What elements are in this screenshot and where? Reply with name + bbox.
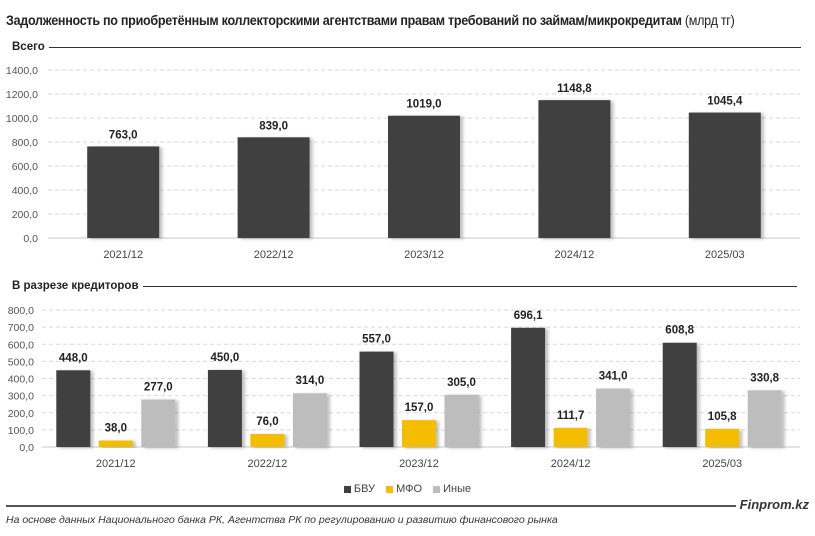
y-tick-label: 300,0 (8, 391, 34, 403)
y-tick-label: 600,0 (8, 339, 34, 351)
x-tick-label: 2024/12 (555, 249, 595, 261)
y-tick-label: 1000,0 (6, 113, 38, 125)
legend-label: Иные (443, 483, 472, 495)
y-tick-label: 400,0 (8, 374, 34, 386)
bar (538, 100, 611, 238)
x-tick-label: 2024/12 (551, 458, 591, 470)
section-total-label: Всего (12, 41, 45, 53)
bar-mfo (553, 427, 588, 447)
x-tick-label: 2021/12 (103, 249, 143, 261)
y-tick-label: 400,0 (12, 185, 38, 197)
bar-other (141, 399, 176, 447)
bar-bvu (56, 370, 91, 447)
bar (688, 112, 761, 238)
y-tick-label: 700,0 (8, 322, 34, 334)
title-text: Задолженность по приобретённым коллектор… (6, 13, 682, 28)
legend-item-mfo: МФО (386, 483, 422, 495)
y-tick-label: 200,0 (8, 408, 34, 420)
data-label: 330,8 (750, 372, 779, 384)
data-label: 157,0 (405, 402, 434, 414)
data-label: 76,0 (256, 416, 278, 428)
bar-other (596, 388, 631, 447)
data-label: 557,0 (362, 334, 391, 346)
bar-bvu (511, 327, 546, 447)
section-creditors-label: В разрезе кредиторов (12, 280, 139, 292)
bar-other (747, 390, 782, 447)
x-tick-label: 2023/12 (399, 458, 439, 470)
footer-divider (6, 505, 736, 507)
data-label: 1045,4 (707, 96, 743, 108)
bar-mfo (250, 433, 285, 447)
source-note: На основе данных Национального банка РК,… (6, 514, 558, 526)
data-label: 111,7 (557, 410, 585, 422)
bar-bvu (662, 342, 697, 447)
data-label: 696,1 (514, 310, 543, 322)
data-label: 38,0 (105, 422, 127, 434)
data-label: 1148,8 (557, 83, 592, 95)
x-tick-label: 2022/12 (254, 249, 294, 261)
legend-swatch (343, 485, 351, 493)
data-label: 305,0 (447, 377, 476, 389)
bar-mfo (705, 428, 740, 447)
y-tick-label: 800,0 (8, 305, 34, 317)
legend-label: БВУ (353, 483, 376, 495)
data-label: 341,0 (599, 371, 628, 383)
y-tick-label: 600,0 (12, 161, 38, 173)
bar (388, 115, 460, 238)
brand-logo: Finprom.kz (739, 497, 809, 512)
data-label: 450,0 (211, 352, 240, 364)
x-tick-label: 2025/03 (705, 249, 745, 261)
bar-other (292, 393, 327, 447)
y-tick-label: 0,0 (19, 442, 34, 454)
data-label: 608,8 (665, 325, 694, 337)
bar-mfo (98, 440, 133, 447)
data-label: 1019,0 (406, 99, 441, 111)
section-divider (142, 285, 797, 287)
chart-title: Задолженность по приобретённым коллектор… (6, 13, 735, 28)
legend-item-bvu: БВУ (343, 483, 376, 495)
bar-bvu (359, 351, 394, 447)
data-label: 763,0 (109, 129, 138, 141)
y-tick-label: 200,0 (12, 209, 38, 221)
y-tick-label: 1200,0 (6, 89, 38, 101)
bar-bvu (207, 369, 242, 447)
x-tick-label: 2023/12 (404, 249, 444, 261)
legend-item-other: Иные (433, 483, 471, 495)
data-label: 277,0 (144, 382, 173, 394)
data-label: 448,0 (59, 352, 88, 364)
y-tick-label: 1400,0 (6, 65, 38, 77)
y-tick-label: 500,0 (8, 356, 34, 368)
legend-swatch (386, 485, 394, 493)
section-divider (48, 46, 801, 48)
legend-label: МФО (396, 483, 423, 495)
section-creditors-header: В разрезе кредиторов (12, 280, 797, 292)
bar-mfo (402, 420, 436, 447)
y-tick-label: 800,0 (12, 137, 38, 149)
x-tick-label: 2022/12 (248, 458, 288, 470)
data-label: 105,8 (708, 411, 737, 423)
legend: БВУ МФО Иные (0, 483, 815, 496)
data-label: 314,0 (296, 375, 325, 387)
y-tick-label: 0,0 (23, 233, 38, 245)
bar (87, 146, 160, 238)
x-tick-label: 2025/03 (702, 458, 742, 470)
x-tick-label: 2021/12 (96, 458, 136, 470)
y-tick-label: 100,0 (8, 425, 34, 437)
legend-swatch (433, 485, 441, 493)
bar-other (444, 394, 479, 447)
section-total-header: Всего (12, 41, 801, 53)
title-unit: (млрд тг) (684, 13, 735, 28)
data-label: 839,0 (259, 120, 288, 132)
bar (237, 137, 310, 238)
